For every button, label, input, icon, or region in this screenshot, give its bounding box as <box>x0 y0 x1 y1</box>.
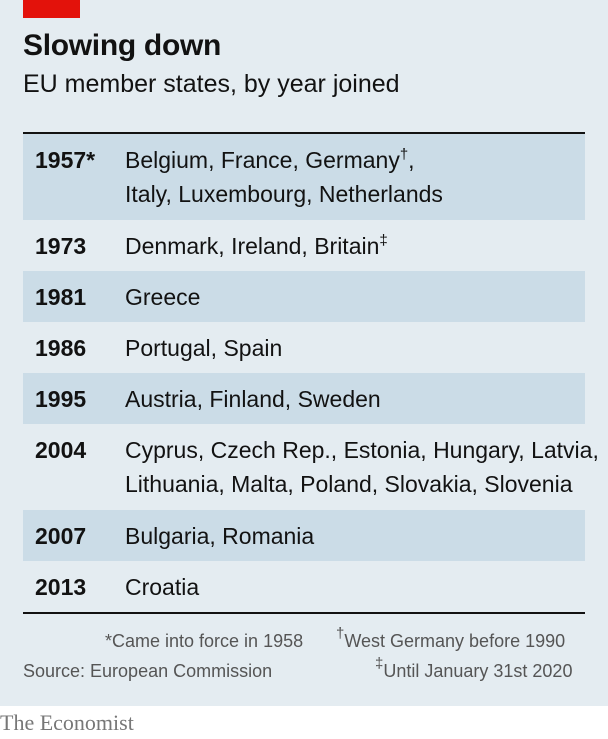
country-line: Greece <box>125 280 581 314</box>
country-line-text: Denmark, Ireland, Britain <box>125 233 380 259</box>
country-line: Lithuania, Malta, Poland, Slovakia, Slov… <box>125 467 581 501</box>
country-line: Italy, Luxembourg, Netherlands <box>125 177 581 211</box>
country-line: Austria, Finland, Sweden <box>125 382 581 416</box>
footnote-marker: † <box>399 146 409 163</box>
footnote-marker: ‡ <box>379 232 388 249</box>
country-list: Greece <box>125 280 581 314</box>
country-line: Denmark, Ireland, Britain‡ <box>125 229 581 263</box>
source-note: Source: European Commission <box>23 661 273 681</box>
table-row: 1957* Belgium, France, Germany†, Italy, Lu… <box>23 134 585 220</box>
footnote-dagger: †West Germany before 1990 <box>336 626 566 653</box>
join-year: 2007 <box>35 523 87 549</box>
page-subtitle: EU member states, by year joined <box>23 70 400 98</box>
economist-logo: The Economist <box>0 710 134 735</box>
country-line: Croatia <box>125 570 581 604</box>
country-line: Belgium, France, Germany†, <box>125 143 581 177</box>
country-list: Croatia <box>125 570 581 604</box>
table-row: 1986 Portugal, Spain <box>23 322 585 373</box>
country-line: Bulgaria, Romania <box>125 519 581 553</box>
footnote-double-dagger: ‡Until January 31st 2020 <box>375 656 573 683</box>
country-line: Cyprus, Czech Rep., Estonia, Hungary, La… <box>125 433 599 467</box>
country-line-text: Austria, Finland, Sweden <box>125 386 381 412</box>
country-line-text: Lithuania, Malta, Poland, Slovakia, Slov… <box>125 471 573 497</box>
table-row: 2013 Croatia <box>23 561 585 612</box>
country-line-text: Greece <box>125 284 201 310</box>
join-year: 2013 <box>35 574 87 600</box>
country-list: Cyprus, Czech Rep., Estonia, Hungary, La… <box>125 433 599 501</box>
chart-panel: Slowing down EU member states, by year j… <box>0 0 608 706</box>
table-row: 2004 Cyprus, Czech Rep., Estonia, Hungary… <box>23 424 599 510</box>
table-row: 1981 Greece <box>23 271 585 322</box>
footnote-asterisk: *Came into force in 1958 <box>105 631 304 651</box>
dagger-mark: † <box>336 625 345 642</box>
country-list: Austria, Finland, Sweden <box>125 382 581 416</box>
country-line-text: Belgium, France, Germany <box>125 147 400 173</box>
join-year: 2004 <box>35 437 87 463</box>
line-suffix: , <box>408 147 415 173</box>
country-line-text: Croatia <box>125 574 200 600</box>
footnote-double-dagger-text: Until January 31st 2020 <box>383 661 573 681</box>
double-dagger-mark: ‡ <box>375 655 384 672</box>
country-list: Denmark, Ireland, Britain‡ <box>125 229 581 263</box>
join-year: 1973 <box>35 233 87 259</box>
table-row: 2007 Bulgaria, Romania <box>23 510 585 561</box>
page-title: Slowing down <box>23 29 222 62</box>
country-list: Bulgaria, Romania <box>125 519 581 553</box>
join-year: 1995 <box>35 386 87 412</box>
footnote-dagger-text: West Germany before 1990 <box>344 631 566 651</box>
country-line-text: Bulgaria, Romania <box>125 523 315 549</box>
join-year: 1986 <box>35 335 87 361</box>
red-accent-tag <box>23 0 80 18</box>
country-line-text: Cyprus, Czech Rep., Estonia, Hungary, La… <box>125 437 599 463</box>
country-list: Belgium, France, Germany†, Italy, Luxembo… <box>125 143 581 211</box>
country-line-text: Italy, Luxembourg, Netherlands <box>125 181 443 207</box>
country-list: Portugal, Spain <box>125 331 581 365</box>
member-states-table: 1957* Belgium, France, Germany†, Italy, Lu… <box>23 132 599 614</box>
join-year: 1981 <box>35 284 87 310</box>
country-line-text: Portugal, Spain <box>125 335 283 361</box>
join-year: 1957* <box>35 147 96 173</box>
table-row: 1995 Austria, Finland, Sweden <box>23 373 585 424</box>
table-row: 1973 Denmark, Ireland, Britain‡ <box>23 220 585 271</box>
country-line: Portugal, Spain <box>125 331 581 365</box>
